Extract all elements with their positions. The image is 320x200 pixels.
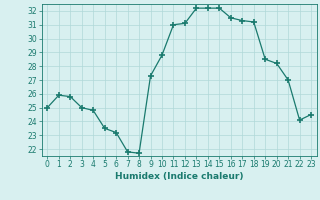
X-axis label: Humidex (Indice chaleur): Humidex (Indice chaleur) xyxy=(115,172,244,181)
